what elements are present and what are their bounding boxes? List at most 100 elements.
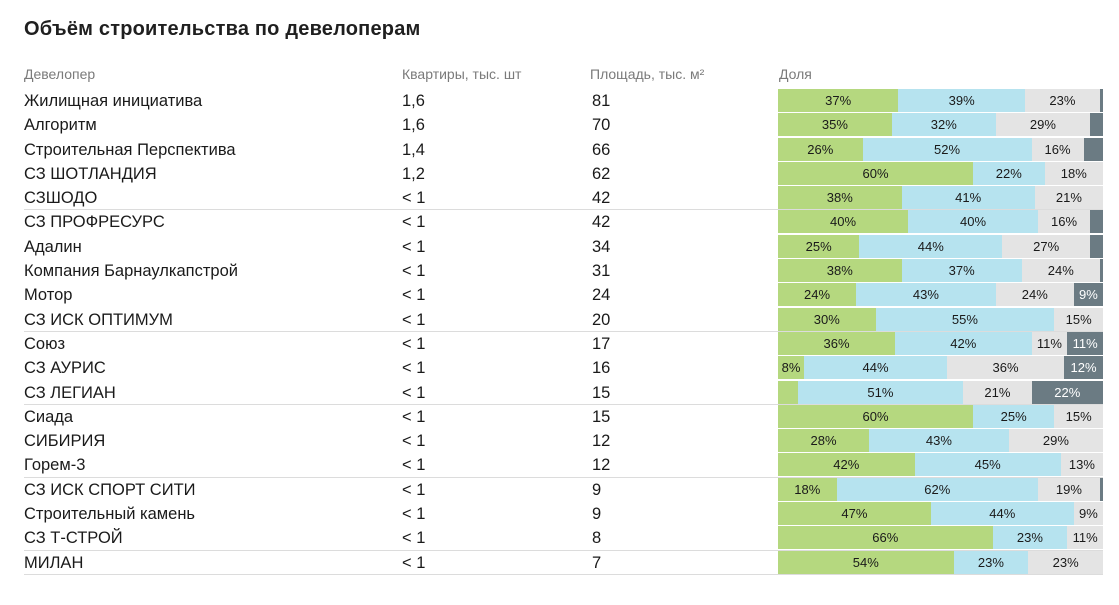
share-segment-3: 15% <box>1054 404 1103 428</box>
apartments-value: < 1 <box>402 334 426 353</box>
area-value: 8 <box>592 529 602 548</box>
developer-name: СЗ ЛЕГИАН <box>24 383 116 402</box>
share-segment-2: 62% <box>836 477 1038 501</box>
share-label: 22% <box>1054 384 1081 400</box>
apartments-value: 1,6 <box>402 116 425 135</box>
developer-name: Горем-3 <box>24 456 86 475</box>
developer-name: Адалин <box>24 237 82 256</box>
share-label: 25% <box>805 238 832 254</box>
share-label: 35% <box>821 117 848 133</box>
apartments-value: 1,6 <box>402 92 425 110</box>
share-label: 32% <box>930 117 957 133</box>
share-segment-4 <box>1090 113 1103 137</box>
share-label: 11% <box>1036 335 1062 351</box>
developer-name: СЗШОДО <box>24 189 98 208</box>
developer-name: Сиада <box>24 407 74 426</box>
area-value: 66 <box>592 140 611 159</box>
area-value: 42 <box>592 213 611 232</box>
table-row: СЗ АУРИС < 1 16 8% 44% 36% 12% <box>24 356 1103 380</box>
header-area: Площадь, тыс. м² <box>590 66 705 82</box>
share-label: 38% <box>826 263 853 279</box>
apartments-value: < 1 <box>402 553 426 572</box>
apartments-value: < 1 <box>402 286 426 305</box>
share-segment-3: 11% <box>1031 331 1068 355</box>
share-label: 66% <box>872 530 899 546</box>
share-segment-4 <box>1090 210 1103 234</box>
share-label: 42% <box>833 457 860 473</box>
share-label: 18% <box>1060 165 1087 181</box>
share-segment-3: 27% <box>1002 234 1090 258</box>
share-label: 37% <box>948 263 975 279</box>
share-label: 62% <box>924 481 951 497</box>
developer-name: СЗ АУРИС <box>24 359 106 378</box>
table-row: СЗ Т-СТРОЙ < 1 8 66% 23% 11% <box>24 526 1103 551</box>
apartments-value: < 1 <box>402 407 426 426</box>
share-segment-1: 38% <box>778 259 902 283</box>
share-segment-3: 24% <box>1021 259 1100 283</box>
share-label: 37% <box>825 93 852 108</box>
share-segment-4 <box>1099 259 1103 283</box>
share-segment-2: 41% <box>901 186 1035 210</box>
share-segment-2: 40% <box>908 210 1038 234</box>
area-value: 12 <box>592 456 611 475</box>
table-header: Девелопер Квартиры, тыс. шт Площадь, тыс… <box>24 66 1103 88</box>
table-row: Строительная Перспектива 1,4 66 26% 52% 16% <box>24 137 1103 162</box>
share-label: 51% <box>867 384 894 400</box>
developer-name: СИБИРИЯ <box>24 432 106 451</box>
share-segment-2: 32% <box>891 113 996 137</box>
share-segment-1: 38% <box>778 186 902 210</box>
header-developer: Девелопер <box>24 66 96 82</box>
share-label: 29% <box>1042 433 1069 449</box>
share-bar: 54% 23% 23% <box>778 550 1103 574</box>
share-bar: 38% 41% 21% <box>778 186 1103 210</box>
share-segment-1: 25% <box>778 234 860 258</box>
developer-name: Строительная Перспектива <box>24 140 236 159</box>
table-row: Мотор < 1 24 24% 43% 24% 9% <box>24 283 1103 307</box>
table-row: Компания Барнаулкапстрой < 1 31 38% 37% 24% <box>24 259 1103 283</box>
share-label: 11% <box>1072 335 1098 351</box>
area-value: 62 <box>592 164 611 183</box>
share-label: 44% <box>917 238 944 254</box>
share-segment-4 <box>1099 477 1103 501</box>
developer-name: СЗ ПРОФРЕСУРС <box>24 213 165 232</box>
share-segment-1: 30% <box>778 307 876 331</box>
developer-name: Мотор <box>24 286 73 305</box>
share-bar: 8% 44% 36% 12% <box>778 356 1103 380</box>
share-label: 11% <box>1072 530 1098 546</box>
share-segment-1: 28% <box>778 429 869 453</box>
share-label: 16% <box>1050 214 1078 230</box>
share-segment-2: 42% <box>895 331 1032 355</box>
area-value: 7 <box>592 553 602 572</box>
share-segment-1: 54% <box>778 550 954 574</box>
share-label: 9% <box>1078 287 1098 303</box>
share-label: 60% <box>862 408 889 424</box>
share-segment-1 <box>778 380 798 404</box>
share-segment-1: 37% <box>778 89 899 112</box>
developer-name: СЗ ШОТЛАНДИЯ <box>24 164 157 183</box>
share-segment-4: 11% <box>1067 331 1103 355</box>
chart-title: Объём строительства по девелоперам <box>24 18 421 40</box>
apartments-value: < 1 <box>402 262 426 281</box>
share-label: 13% <box>1068 457 1095 473</box>
share-segment-1: 60% <box>778 161 973 185</box>
table-row: СЗ ЛЕГИАН < 1 15 51% 21% 22% <box>24 380 1103 405</box>
apartments-value: < 1 <box>402 432 426 451</box>
share-label: 25% <box>1000 408 1027 424</box>
developer-name: СЗ Т-СТРОЙ <box>24 529 123 548</box>
share-segment-3: 21% <box>1034 186 1103 210</box>
share-bar: 38% 37% 24% <box>778 259 1103 283</box>
table-row: Горем-3 < 1 12 42% 45% 13% <box>24 453 1103 478</box>
share-segment-4: 22% <box>1031 380 1103 404</box>
share-label: 26% <box>807 141 834 157</box>
share-segment-4: 12% <box>1064 356 1103 380</box>
share-segment-1: 40% <box>778 210 908 234</box>
share-label: 23% <box>1052 554 1079 570</box>
share-label: 16% <box>1044 141 1071 157</box>
share-segment-1: 66% <box>778 526 993 550</box>
share-segment-4 <box>1083 137 1103 161</box>
share-segment-3: 15% <box>1054 307 1103 331</box>
share-segment-3: 9% <box>1073 502 1103 526</box>
share-label: 47% <box>841 506 868 522</box>
share-segment-2: 55% <box>875 307 1055 331</box>
share-label: 54% <box>852 554 879 570</box>
